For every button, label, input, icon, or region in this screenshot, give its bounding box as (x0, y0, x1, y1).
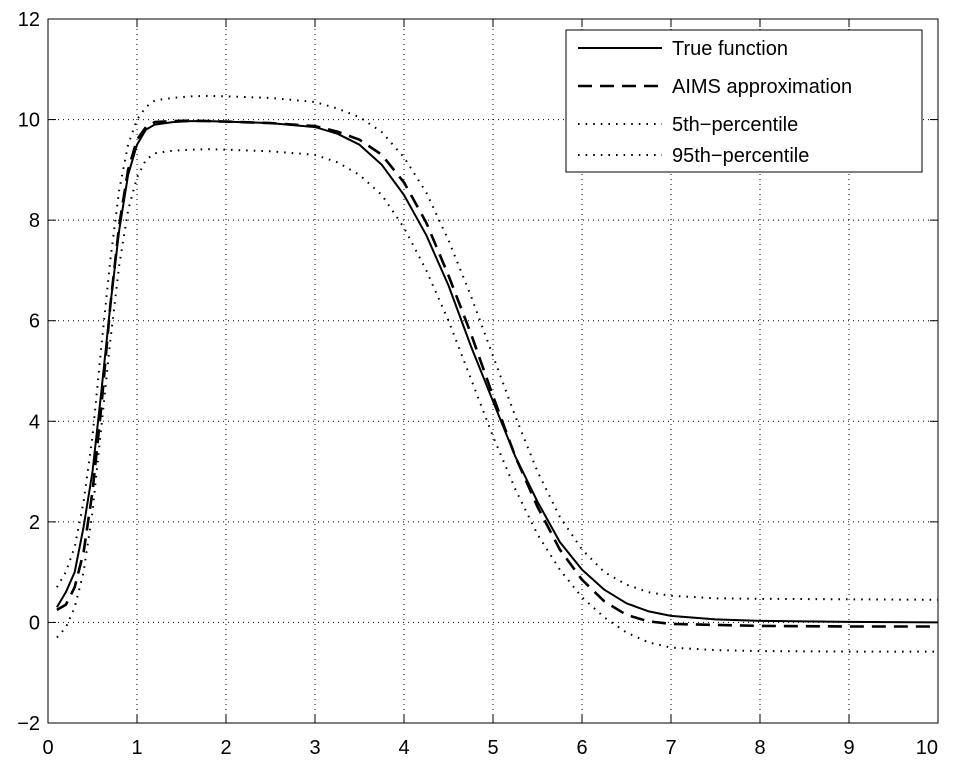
x-tick-label: 8 (754, 737, 765, 759)
x-tick-label: 0 (42, 737, 53, 759)
y-tick-label: −2 (17, 713, 40, 735)
series-line-true-function (56, 120, 939, 624)
x-tick-label: 7 (665, 737, 676, 759)
x-tick-label: 10 (916, 737, 938, 759)
x-tick-label: 9 (843, 737, 854, 759)
y-tick-label: 2 (29, 512, 40, 534)
x-tick-label: 1 (131, 737, 142, 759)
x-tick-label: 4 (398, 737, 409, 759)
grid (48, 19, 938, 723)
x-tick-label: 6 (576, 737, 587, 759)
y-tick-label: 0 (29, 612, 40, 634)
y-tick-label: 8 (29, 210, 40, 232)
legend-label-true-function: True function (672, 38, 788, 60)
x-tick-label: 3 (309, 737, 320, 759)
y-tick-label: 4 (29, 411, 40, 433)
x-tick-label: 2 (220, 737, 231, 759)
legend-box (565, 29, 923, 173)
series-group (56, 94, 939, 653)
y-tick-label: 6 (29, 311, 40, 333)
legend: True function AIMS approximation 5th−per… (565, 29, 923, 173)
legend-label-95th-percentile: 95th−percentile (672, 145, 809, 167)
legend-label-5th-percentile: 5th−percentile (672, 114, 798, 136)
y-tick-label: 10 (18, 110, 40, 132)
series-line-aims-approximation (56, 119, 938, 628)
y-tick-label: 12 (18, 9, 40, 31)
legend-label-aims-approximation: AIMS approximation (672, 76, 852, 98)
x-tick-label: 5 (487, 737, 498, 759)
